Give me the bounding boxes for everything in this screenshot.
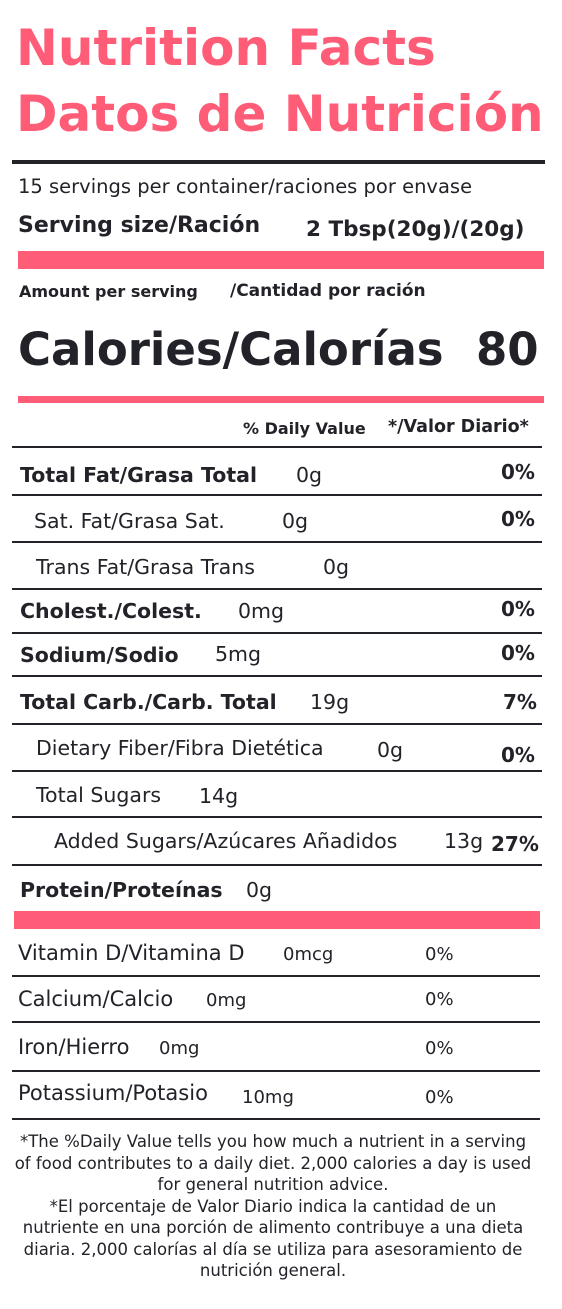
nutrient-fiber-dv: 0% [501,743,535,767]
bar-calories [18,396,544,403]
nutrient-cholesterol-dv: 0% [501,597,535,621]
bar-serving [18,251,544,269]
rule-4 [12,632,542,634]
rule-v2 [12,1021,540,1023]
iron-dv: 0% [425,1038,454,1059]
serving-size-label-es: /Ración [168,213,261,238]
nutrient-fiber-label: Dietary Fiber/Fibra Dietética [36,736,324,760]
serving-size-label: Serving size/Ración [18,215,260,237]
vitamin-d-amount: 0mcg [283,944,334,965]
nutrient-cholesterol-label: Cholest./Colest. [20,601,202,622]
nutrient-total-fat-dv: 0% [501,460,535,484]
serving-size-label-en: Serving size [18,213,169,238]
rule-1 [12,494,542,496]
potassium-label: Potassium/Potasio [18,1081,208,1105]
calories-value: 80 [476,323,539,376]
vitamin-d-dv: 0% [425,944,454,965]
nutrient-total-carb-dv: 7% [503,690,537,714]
daily-value-header-es: */Valor Diario* [388,417,529,437]
nutrient-trans-fat-label: Trans Fat/Grasa Trans [36,555,255,579]
nutrient-protein-amount: 0g [246,878,273,902]
nutrient-protein-label: Protein/Proteínas [20,878,223,902]
nutrient-total-carb-label-en: Total Carb [20,690,137,714]
rule-v3 [12,1070,540,1072]
iron-label: Iron/Hierro [18,1035,130,1059]
amount-per-serving-en: Amount per serving [19,282,198,301]
amount-per-serving-es: /Cantidad por ración [230,281,426,301]
nutrient-sodium-dv: 0% [501,641,535,665]
vitamin-d-label: Vitamin D/Vitamina D [18,941,245,965]
footnote: *The %Daily Value tells you how much a n… [14,1131,532,1282]
potassium-dv: 0% [425,1087,454,1108]
rule-7 [12,770,542,772]
nutrient-total-carb-label: Total Carb./Carb. Total [20,692,277,713]
rule-9 [12,864,542,866]
nutrient-total-carb-label-es: ./Carb. Total [136,690,277,714]
nutrient-cholesterol-label-es: /Colest. [114,599,202,623]
rule-bottom [12,1118,540,1120]
nutrient-added-sugars-label: Added Sugars/Azúcares Añadidos [54,829,398,853]
nutrient-total-carb-amount: 19g [310,690,350,714]
rule-dv [12,446,542,448]
nutrient-total-sugars-label: Total Sugars [36,783,162,807]
nutrient-total-fat-label: Total Fat/Grasa Total [20,465,257,486]
nutrient-sodium-label: Sodium/Sodio [20,643,179,667]
calcium-dv: 0% [425,989,454,1010]
rule-top [12,160,545,164]
rule-8 [12,816,542,818]
nutrient-sodium-amount: 5mg [215,642,262,666]
rule-2 [12,541,542,543]
title-english: Nutrition Facts [16,19,436,77]
nutrient-cholesterol-label-en: Cholest. [20,599,115,623]
rule-v1 [12,975,540,977]
nutrient-sat-fat-dv: 0% [501,507,535,531]
iron-amount: 0mg [159,1038,200,1059]
nutrient-total-fat-amount: 0g [296,463,323,487]
footnote-spanish: *El porcentaje de Valor Diario indica la… [22,1196,524,1281]
nutrient-total-sugars-amount: 14g [199,784,239,808]
title-spanish: Datos de Nutrición [16,85,544,143]
nutrient-sat-fat-amount: 0g [282,509,309,533]
footnote-english: *The %Daily Value tells you how much a n… [14,1132,532,1194]
serving-size-value: 2 Tbsp(20g)/(20g) [306,217,525,242]
nutrient-added-sugars-amount: 13g [444,829,484,853]
nutrient-total-fat-label-en: Total Fat [20,463,120,487]
nutrient-cholesterol-amount: 0mg [238,599,285,623]
rule-5 [12,675,542,677]
daily-value-header-en: % Daily Value [243,419,366,438]
nutrient-added-sugars-dv: 27% [491,832,539,856]
nutrient-trans-fat-amount: 0g [323,555,350,579]
nutrient-total-fat-label-es: /Grasa Total [119,463,258,487]
nutrient-fiber-amount: 0g [377,738,404,762]
calcium-label: Calcium/Calcio [18,987,174,1011]
potassium-amount: 10mg [242,1087,294,1108]
rule-6 [12,723,542,725]
calcium-amount: 0mg [206,990,247,1011]
nutrient-sat-fat-label: Sat. Fat/Grasa Sat. [34,509,225,533]
bar-vitamins [14,911,540,929]
calories-label: Calories/Calorías [18,323,444,376]
servings-per-container: 15 servings per container/raciones por e… [18,175,473,198]
rule-3 [12,588,542,590]
